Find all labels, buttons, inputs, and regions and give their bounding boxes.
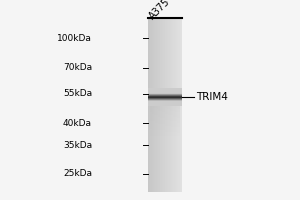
Bar xyxy=(148,102,182,103)
Text: A375: A375 xyxy=(147,0,172,21)
Text: 25kDa: 25kDa xyxy=(63,169,92,178)
Text: 70kDa: 70kDa xyxy=(63,63,92,72)
Bar xyxy=(148,95,182,96)
Bar xyxy=(150,134,180,136)
Bar xyxy=(150,106,180,108)
Bar xyxy=(148,104,182,105)
Text: 35kDa: 35kDa xyxy=(63,141,92,150)
Bar xyxy=(150,109,180,110)
Bar xyxy=(148,96,182,97)
Bar xyxy=(150,119,180,121)
Bar xyxy=(150,132,180,133)
Bar xyxy=(150,121,180,122)
Bar xyxy=(150,115,180,116)
Bar xyxy=(150,126,180,127)
Bar xyxy=(150,130,180,132)
Bar xyxy=(150,133,180,134)
Text: 40kDa: 40kDa xyxy=(63,119,92,128)
Bar xyxy=(150,129,180,130)
Bar xyxy=(148,18,182,192)
Bar xyxy=(150,110,180,112)
Bar xyxy=(148,88,182,89)
Bar xyxy=(148,90,182,91)
Bar xyxy=(148,97,182,98)
Bar xyxy=(148,89,182,90)
Bar xyxy=(148,101,182,102)
Bar xyxy=(148,91,182,92)
Bar xyxy=(148,99,182,100)
Text: 55kDa: 55kDa xyxy=(63,89,92,98)
Bar xyxy=(150,112,180,114)
Text: 100kDa: 100kDa xyxy=(57,34,92,43)
Bar xyxy=(150,122,180,124)
Bar xyxy=(148,100,182,101)
Bar xyxy=(148,103,182,104)
Bar xyxy=(148,93,182,94)
Bar xyxy=(148,94,182,95)
Bar xyxy=(150,114,180,115)
Bar xyxy=(150,116,180,118)
Bar xyxy=(148,98,182,99)
Bar xyxy=(148,105,182,106)
Bar xyxy=(150,124,180,126)
Bar xyxy=(150,118,180,119)
Bar xyxy=(150,127,180,129)
Bar xyxy=(150,108,180,109)
Bar xyxy=(148,92,182,93)
Text: TRIM4: TRIM4 xyxy=(196,92,228,102)
